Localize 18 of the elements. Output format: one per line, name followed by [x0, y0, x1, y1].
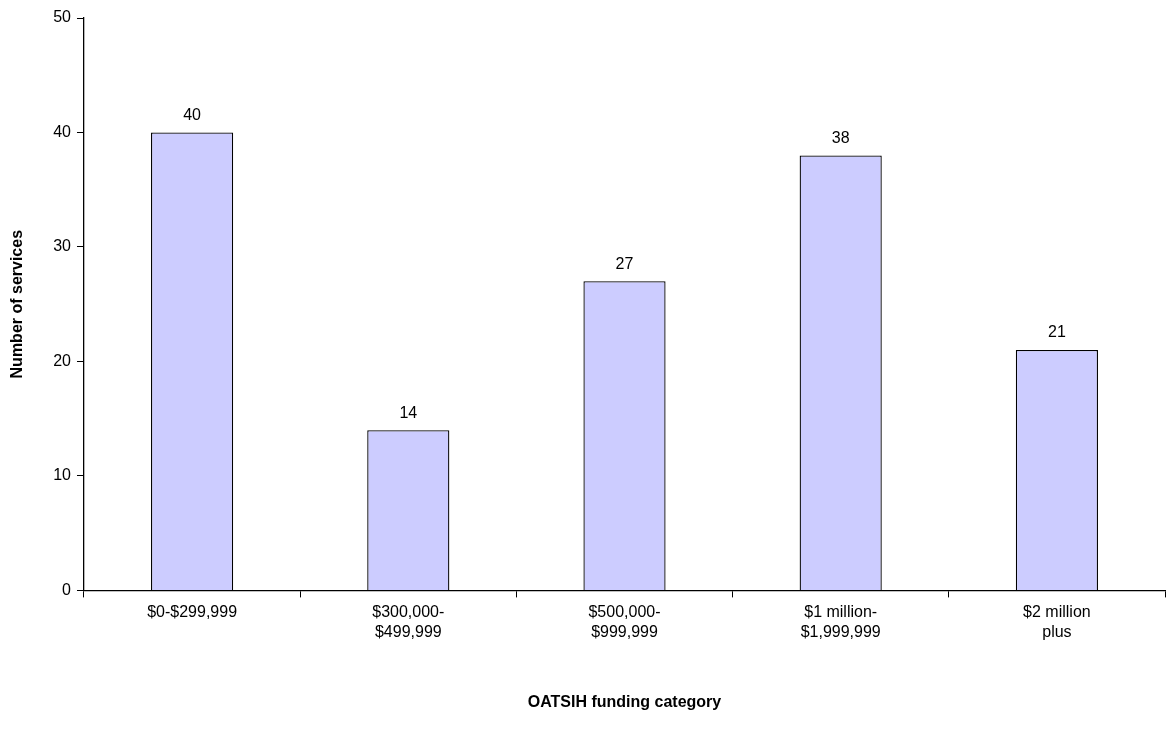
x-axis-title: OATSIH funding category: [527, 692, 722, 710]
x-tick-label: $1 million-$1,999,999: [800, 603, 881, 640]
x-tick-label: $2 million plus: [1023, 603, 1091, 640]
data-label: 14: [399, 403, 418, 421]
y-tick-label: 10: [53, 466, 72, 484]
data-label: 27: [615, 254, 634, 272]
y-tick-label: 0: [62, 580, 72, 598]
x-tick-label: $500,000-$999,999: [588, 603, 661, 640]
data-label: 38: [831, 128, 850, 146]
y-axis-title: Number of services: [8, 229, 26, 379]
x-tick-label: $0-$299,999: [147, 603, 238, 621]
data-label: 40: [183, 105, 202, 123]
y-tick-label: 20: [53, 351, 72, 369]
y-tick-label: 50: [53, 8, 72, 26]
data-label: 21: [1048, 323, 1066, 341]
y-tick-label: 30: [53, 237, 72, 255]
x-tick-label: $300,000-$499,999: [372, 603, 445, 640]
y-tick-label: 40: [53, 122, 72, 140]
